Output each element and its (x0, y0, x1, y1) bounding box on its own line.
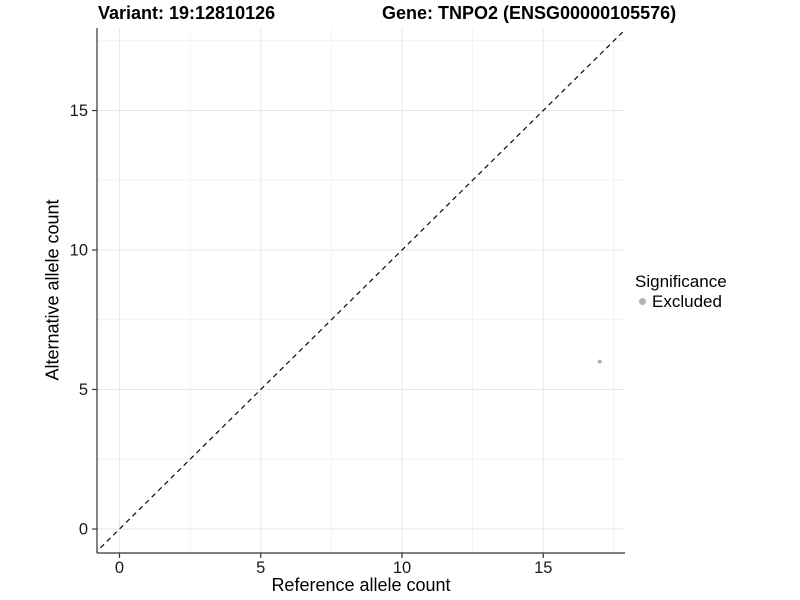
y-tick-label: 0 (79, 521, 88, 539)
y-tick-label: 15 (70, 102, 88, 120)
y-axis-title: Alternative allele count (42, 199, 63, 381)
x-axis-title: Reference allele count (271, 575, 451, 595)
data-point (597, 359, 602, 364)
identity-reference-line (97, 29, 625, 553)
plot-title-gene: Gene: TNPO2 (ENSG00000105576) (382, 3, 677, 23)
y-tick-label: 5 (79, 381, 88, 399)
x-tick-label: 15 (534, 559, 552, 577)
legend-entry-excluded: Excluded (639, 292, 727, 311)
legend: Significance Excluded (635, 272, 727, 311)
legend-title: Significance (635, 272, 727, 291)
legend-entry-label: Excluded (652, 292, 722, 311)
x-tick-label: 5 (256, 559, 265, 577)
excluded-point-swatch-icon (639, 298, 646, 305)
x-tick-label: 0 (115, 559, 124, 577)
x-tick-label: 10 (393, 559, 411, 577)
y-tick-label: 10 (70, 242, 88, 260)
plot-title-variant: Variant: 19:12810126 (98, 3, 276, 23)
